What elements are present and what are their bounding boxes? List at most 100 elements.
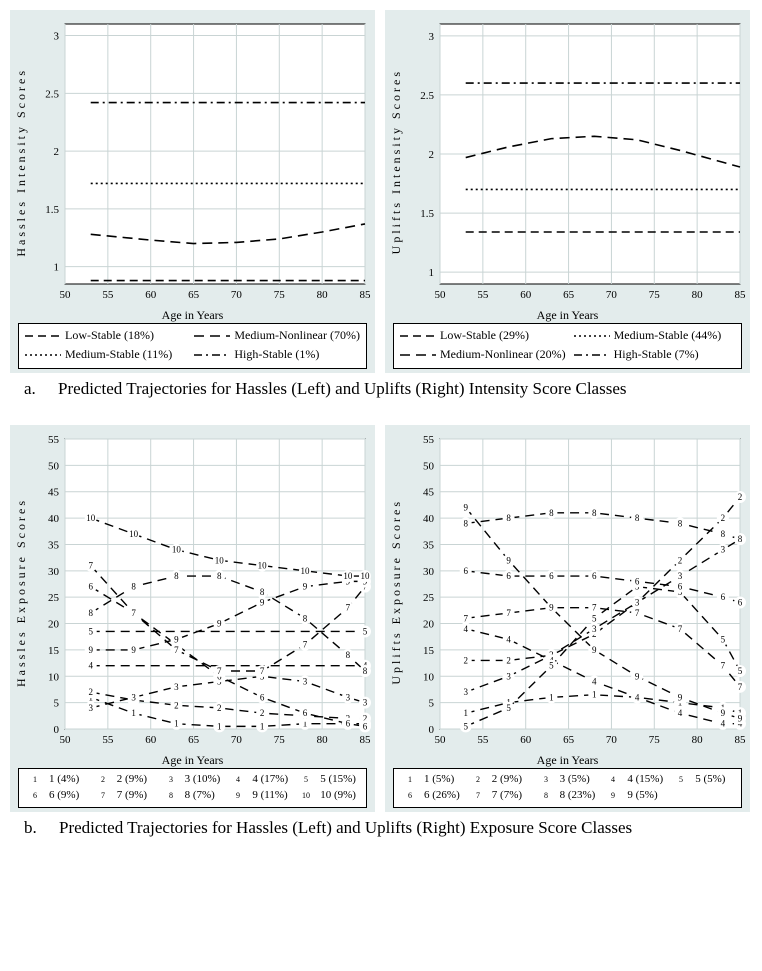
legend-item: 9 9 (11%) (228, 789, 292, 801)
svg-text:60: 60 (520, 734, 532, 746)
svg-text:9: 9 (721, 708, 726, 718)
svg-text:6: 6 (33, 791, 37, 800)
svg-text:9: 9 (236, 791, 240, 800)
svg-text:9: 9 (592, 645, 597, 655)
svg-text:1: 1 (174, 719, 179, 729)
legend-item: 11 (4%) (25, 773, 89, 785)
svg-text:65: 65 (188, 734, 200, 746)
caption-b-text: Predicted Trajectories for Hassles (Left… (59, 818, 632, 837)
svg-text:7: 7 (738, 682, 743, 692)
svg-text:1.5: 1.5 (420, 208, 434, 220)
svg-text:5: 5 (88, 626, 93, 636)
legend-item: 44 (15%) (603, 773, 667, 785)
svg-text:80: 80 (317, 289, 329, 301)
svg-text:9: 9 (217, 619, 222, 629)
legend-item: 1010 (9%) (296, 789, 360, 801)
legend-item: 88 (23%) (536, 789, 600, 801)
caption-a-text: Predicted Trajectories for Hassles (Left… (58, 379, 626, 398)
svg-text:3: 3 (54, 31, 60, 43)
svg-text:50: 50 (435, 289, 447, 301)
svg-text:7: 7 (592, 603, 597, 613)
svg-text:10: 10 (361, 571, 371, 581)
svg-text:7: 7 (463, 613, 468, 623)
svg-text:8: 8 (721, 529, 726, 539)
figure-a-row: Hassles Intensity Scores5055606570758085… (10, 10, 752, 373)
legend-item: High-Stable (7%) (574, 347, 735, 362)
svg-text:15: 15 (423, 645, 435, 657)
svg-text:5: 5 (592, 613, 597, 623)
svg-text:5: 5 (304, 775, 308, 784)
svg-text:35: 35 (48, 539, 60, 551)
legend-item: 55 (5%) (671, 773, 735, 785)
svg-text:4: 4 (506, 634, 511, 644)
svg-text:60: 60 (520, 289, 532, 301)
svg-text:55: 55 (477, 289, 489, 301)
legend-item: Medium-Nonlinear (20%) (400, 347, 566, 362)
svg-text:8: 8 (260, 587, 265, 597)
svg-text:2: 2 (721, 513, 726, 523)
y-axis-label: Uplifts Intensity Scores (389, 69, 404, 254)
svg-text:10: 10 (215, 555, 225, 565)
svg-text:2: 2 (88, 687, 93, 697)
legend-label: 6 (9%) (49, 789, 79, 801)
y-axis-label: Uplifts Exposure Scores (389, 499, 404, 685)
legend-label: Medium-Stable (44%) (614, 328, 722, 343)
svg-text:8: 8 (346, 650, 351, 660)
panel-a-left: Hassles Intensity Scores5055606570758085… (10, 10, 375, 373)
caption-b-letter: b. (24, 818, 37, 837)
legend-label: 3 (5%) (560, 773, 590, 785)
svg-text:45: 45 (423, 487, 435, 499)
legend-label: 8 (23%) (560, 789, 596, 801)
svg-text:10: 10 (48, 671, 60, 683)
svg-text:50: 50 (435, 734, 447, 746)
svg-text:35: 35 (423, 539, 435, 551)
legend-item: 77 (7%) (468, 789, 532, 801)
svg-text:75: 75 (274, 289, 286, 301)
svg-text:40: 40 (423, 513, 435, 525)
svg-text:0: 0 (54, 724, 60, 736)
legend-label: 5 (15%) (320, 773, 356, 785)
svg-text:75: 75 (649, 734, 661, 746)
legend-label: High-Stable (7%) (614, 347, 699, 362)
svg-text:7: 7 (476, 791, 480, 800)
svg-text:1.5: 1.5 (45, 204, 59, 216)
legend-item: 33 (10%) (161, 773, 225, 785)
svg-text:10: 10 (172, 545, 182, 555)
legend-item: Low-Stable (29%) (400, 328, 566, 343)
legend-label: 6 (26%) (424, 789, 460, 801)
svg-text:75: 75 (274, 734, 286, 746)
svg-text:3: 3 (678, 571, 683, 581)
svg-text:10: 10 (343, 571, 353, 581)
svg-text:8: 8 (217, 571, 222, 581)
legend-label: 9 (11%) (252, 789, 287, 801)
svg-text:5: 5 (679, 775, 683, 784)
svg-text:80: 80 (317, 734, 329, 746)
svg-text:8: 8 (169, 791, 173, 800)
svg-text:7: 7 (721, 661, 726, 671)
legend-label: 10 (9%) (320, 789, 356, 801)
svg-text:5: 5 (363, 626, 368, 636)
svg-text:9: 9 (738, 713, 743, 723)
svg-text:25: 25 (48, 592, 60, 604)
svg-text:6: 6 (363, 721, 368, 731)
svg-text:7: 7 (174, 645, 179, 655)
legend-label: Low-Stable (18%) (65, 328, 154, 343)
svg-text:60: 60 (145, 289, 157, 301)
svg-text:1: 1 (429, 267, 435, 279)
svg-text:2: 2 (217, 703, 222, 713)
svg-text:6: 6 (678, 582, 683, 592)
svg-text:5: 5 (429, 698, 435, 710)
svg-text:6: 6 (303, 708, 308, 718)
svg-text:8: 8 (506, 513, 511, 523)
svg-text:7: 7 (101, 791, 105, 800)
svg-text:9: 9 (678, 692, 683, 702)
svg-text:9: 9 (549, 603, 554, 613)
svg-text:70: 70 (231, 734, 243, 746)
legend-label: 1 (4%) (49, 773, 79, 785)
svg-text:30: 30 (48, 566, 60, 578)
x-axis-label: Age in Years (162, 308, 224, 323)
svg-text:4: 4 (721, 719, 726, 729)
svg-text:3: 3 (131, 692, 136, 702)
svg-text:4: 4 (236, 775, 240, 784)
svg-text:6: 6 (738, 597, 743, 607)
